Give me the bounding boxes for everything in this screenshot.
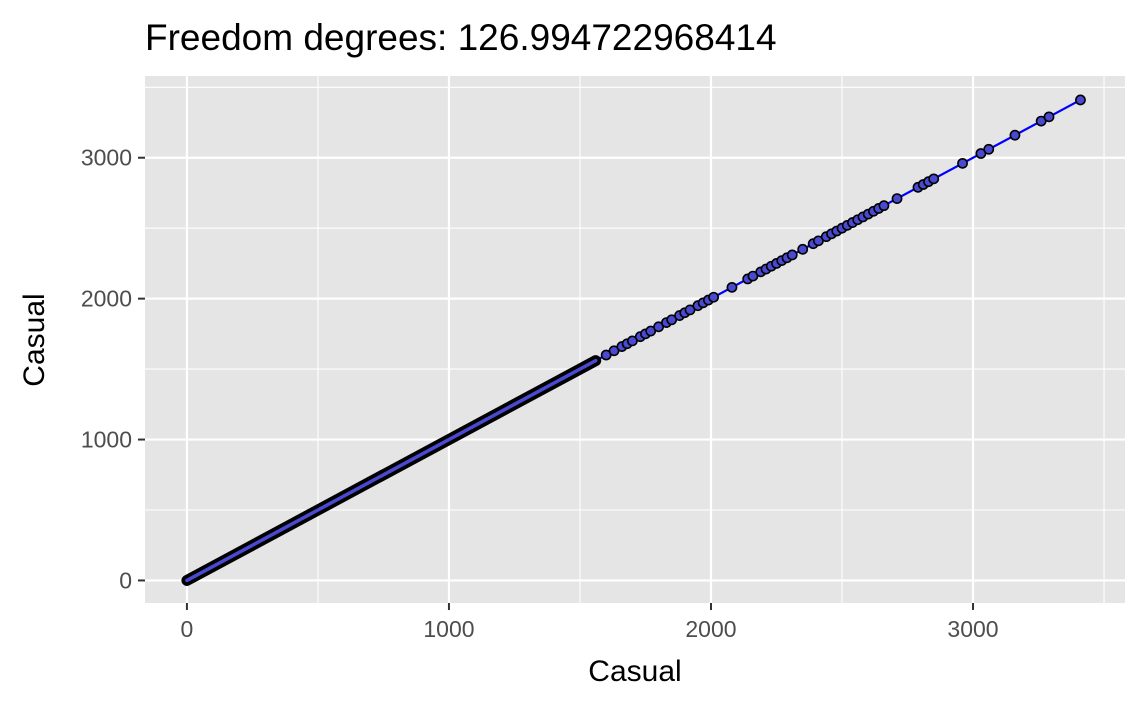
data-point [983, 143, 995, 155]
data-point [708, 291, 720, 303]
data-point [786, 249, 798, 261]
y-axis-ticks: 0 1000 2000 3000 [81, 145, 145, 593]
data-point [928, 173, 940, 185]
data-point [797, 243, 809, 255]
dense-points-run-line [185, 358, 598, 583]
chart-title: Freedom degrees: 126.994722968414 [145, 17, 777, 58]
data-point [1075, 94, 1086, 106]
x-tick-label: 1000 [423, 616, 474, 642]
minor-gridlines [145, 76, 1125, 603]
x-tick-label: 2000 [685, 616, 736, 642]
data-points [181, 94, 1086, 586]
y-axis-title: Casual [18, 293, 51, 386]
y-tick-label: 0 [119, 567, 132, 593]
y-tick-label: 2000 [81, 286, 132, 312]
data-point [878, 200, 890, 212]
data-point [1043, 111, 1055, 123]
x-tick-label: 3000 [947, 616, 998, 642]
data-point [891, 193, 903, 204]
x-tick-label: 0 [181, 616, 194, 642]
data-point [1009, 129, 1021, 141]
major-gridlines [145, 76, 1125, 603]
data-point [726, 281, 738, 293]
data-point [957, 157, 968, 169]
x-axis-title: Casual [588, 655, 681, 688]
y-tick-label: 1000 [81, 427, 132, 453]
y-tick-label: 3000 [81, 145, 132, 171]
x-axis-ticks: 0 1000 2000 3000 [181, 603, 999, 642]
